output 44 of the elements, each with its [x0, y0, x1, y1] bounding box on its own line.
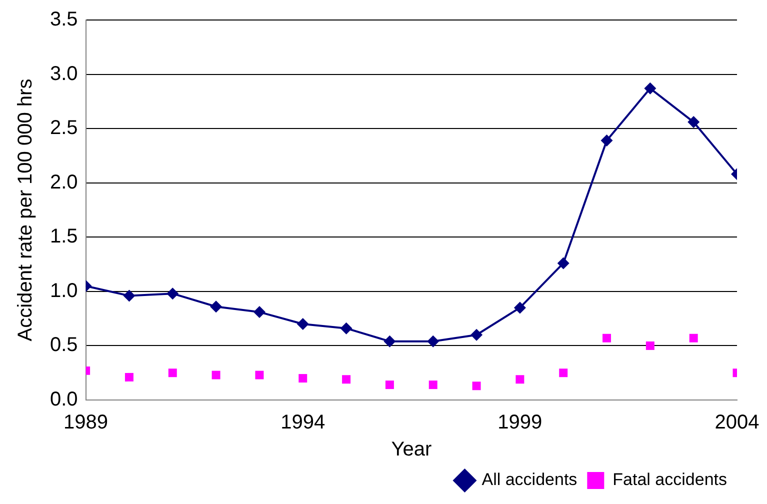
point: [602, 334, 612, 342]
point: [296, 318, 309, 330]
point: [688, 116, 700, 128]
point: [516, 375, 524, 384]
x-tick-label: 1999: [498, 412, 542, 434]
point: [557, 257, 570, 270]
point: [427, 335, 440, 348]
legend-label: Fatal accidents: [612, 470, 728, 490]
point: [472, 382, 481, 390]
point: [600, 134, 613, 147]
point: [514, 302, 526, 314]
point: [385, 380, 394, 390]
point: [255, 370, 264, 380]
y-tick-label: 1.0: [50, 280, 78, 302]
point: [559, 368, 568, 378]
y-tick-label: 3.0: [50, 62, 78, 85]
point: [340, 322, 352, 334]
point: [166, 288, 179, 300]
point: [123, 290, 136, 302]
y-tick-label: 3.5: [50, 8, 78, 31]
point: [644, 82, 656, 94]
y-tick-label: 1.5: [50, 226, 78, 248]
point: [384, 335, 396, 348]
point: [210, 300, 222, 313]
legend-label: All accidents: [482, 470, 578, 490]
y-tick-label: 2.0: [50, 171, 78, 194]
point: [298, 374, 308, 383]
point: [212, 370, 220, 380]
x-tick-label: 2004: [714, 412, 760, 434]
point: [253, 306, 266, 318]
y-tick-label: 0.0: [50, 388, 78, 411]
point: [342, 375, 351, 384]
point: [470, 328, 483, 341]
point: [168, 368, 177, 378]
point: [646, 341, 654, 350]
y-tick-label: 2.5: [50, 117, 78, 140]
point: [428, 380, 438, 390]
y-tick-label: 0.5: [50, 334, 78, 356]
x-tick-label: 1994: [280, 412, 326, 434]
x-axis-title: Year: [391, 438, 432, 461]
point: [124, 372, 134, 382]
point: [689, 334, 698, 342]
x-tick-label: 1989: [64, 412, 108, 434]
y-axis-title: Accident rate per 100 000 hrs: [14, 78, 37, 342]
